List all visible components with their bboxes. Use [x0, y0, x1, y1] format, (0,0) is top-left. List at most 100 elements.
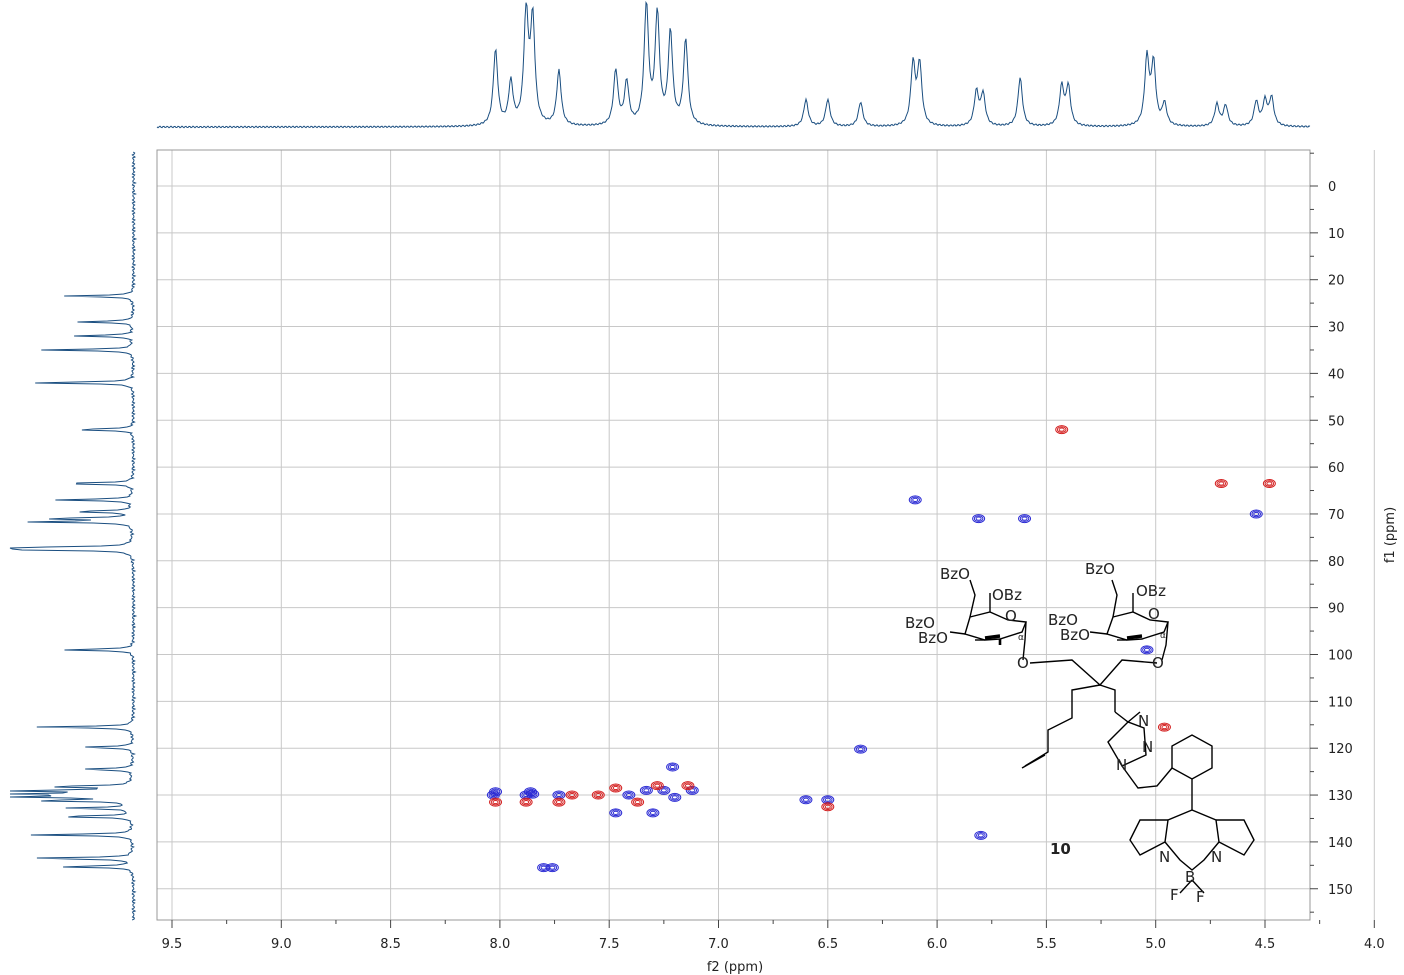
- contour-level: [681, 781, 695, 791]
- svg-text:BzO: BzO: [905, 614, 935, 632]
- contour-level: [527, 790, 538, 798]
- contour-peak-negative: [1214, 478, 1228, 488]
- contour-level: [554, 798, 564, 806]
- contour-level: [857, 747, 864, 752]
- contour-level: [802, 797, 809, 802]
- y-tick-label: 130: [1328, 789, 1353, 804]
- chemical-structure: [949, 579, 1255, 894]
- svg-text:BzO: BzO: [918, 629, 948, 647]
- contour-level: [639, 785, 653, 795]
- contour-peak-negative: [1157, 722, 1171, 732]
- y-tick-label: 90: [1328, 602, 1345, 617]
- contour-level: [549, 865, 556, 870]
- contour-level: [1249, 509, 1263, 519]
- grid-lines: [157, 150, 1375, 920]
- contour-level: [1266, 481, 1273, 486]
- contour-level: [1214, 478, 1228, 488]
- contour-level: [609, 808, 623, 818]
- contour-level: [612, 810, 619, 815]
- contour-peak-negative: [681, 781, 695, 791]
- svg-text:O: O: [1152, 654, 1164, 672]
- contour-level: [910, 496, 921, 504]
- contour-level: [540, 865, 547, 870]
- y-tick-label: 150: [1328, 883, 1353, 898]
- x-tick-label: 9.0: [271, 937, 292, 952]
- contour-level: [1251, 510, 1262, 518]
- contour-level: [666, 762, 680, 772]
- contour-level: [641, 787, 652, 794]
- contour-level: [683, 782, 693, 789]
- contour-level: [1018, 514, 1032, 524]
- f2-projection-trace: [156, 0, 1311, 129]
- x-tick-label: 9.5: [162, 937, 183, 952]
- contour-level: [610, 784, 621, 792]
- contour-level: [652, 782, 663, 789]
- contour-level: [565, 790, 579, 800]
- contour-level: [547, 864, 558, 871]
- contour-level: [622, 790, 636, 800]
- x-axis-ticks: 9.59.08.58.07.57.06.56.05.55.04.54.03.53…: [162, 920, 1385, 952]
- contour-level: [823, 803, 833, 811]
- contour-peak-negative: [519, 797, 533, 807]
- x-tick-label: 4.5: [1255, 937, 1276, 952]
- contour-level: [974, 830, 988, 840]
- contour-level: [643, 788, 650, 793]
- contour-level: [521, 798, 531, 806]
- x-tick-label: 4.0: [1364, 937, 1385, 952]
- contour-peaks: [486, 425, 1276, 873]
- contour-level: [1161, 725, 1168, 730]
- y-tick-label: 120: [1328, 742, 1353, 757]
- contour-level: [1159, 723, 1170, 731]
- contour-peak-negative: [489, 797, 503, 807]
- contour-peak-positive: [489, 787, 503, 797]
- plot-frame: [156, 149, 1311, 921]
- contour-level: [523, 799, 530, 805]
- contour-level: [660, 788, 667, 793]
- contour-level: [492, 789, 499, 794]
- contour-level: [668, 792, 682, 802]
- svg-text:BzO: BzO: [1085, 560, 1115, 578]
- contour-peak-negative: [1262, 478, 1276, 488]
- contour-level: [1019, 515, 1030, 522]
- svg-text:F: F: [1170, 886, 1179, 904]
- contour-level: [489, 797, 503, 807]
- svg-text:O: O: [1005, 607, 1017, 625]
- contour-level: [492, 799, 499, 805]
- contour-level: [975, 516, 982, 521]
- contour-peak-negative: [609, 783, 623, 793]
- contour-peak-positive: [646, 808, 660, 818]
- contour-level: [631, 797, 645, 807]
- contour-level: [1058, 427, 1065, 432]
- structure-labels: BzO OBz O BzO BzO O BzO OBz O BzO BzO O …: [905, 560, 1222, 906]
- svg-text:BzO: BzO: [940, 565, 970, 583]
- contour-level: [977, 833, 984, 838]
- contour-level: [908, 495, 922, 505]
- contour-level: [624, 791, 634, 799]
- x-tick-label: 5.5: [1036, 937, 1057, 952]
- contour-level: [567, 791, 577, 799]
- svg-text:O: O: [1017, 654, 1029, 672]
- x-tick-label: 8.5: [380, 937, 401, 952]
- svg-text:BzO: BzO: [1048, 611, 1078, 629]
- svg-text:N: N: [1159, 848, 1170, 866]
- contour-level: [545, 863, 559, 873]
- contour-level: [519, 797, 533, 807]
- contour-level: [526, 789, 540, 799]
- svg-text:BzO: BzO: [1060, 626, 1090, 644]
- contour-peak-negative: [631, 797, 645, 807]
- contour-level: [654, 783, 661, 788]
- contour-level: [625, 792, 632, 798]
- contour-level: [1253, 511, 1260, 517]
- x-tick-label: 8.0: [490, 937, 511, 952]
- contour-level: [855, 745, 866, 753]
- contour-level: [489, 787, 503, 797]
- contour-peak-positive: [666, 762, 680, 772]
- svg-text:N: N: [1142, 738, 1153, 756]
- contour-level: [669, 794, 680, 801]
- contour-peak-positive: [854, 744, 868, 754]
- contour-peak-negative: [821, 802, 835, 812]
- contour-level: [824, 797, 831, 802]
- contour-level: [1218, 481, 1225, 486]
- contour-peak-positive: [1018, 514, 1032, 524]
- compound-number: 10: [1050, 840, 1071, 858]
